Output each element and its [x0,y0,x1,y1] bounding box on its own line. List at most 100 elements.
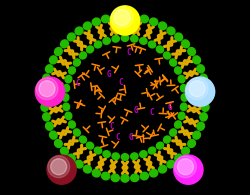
Ellipse shape [130,35,138,42]
Ellipse shape [167,27,175,35]
Ellipse shape [41,103,48,111]
Ellipse shape [131,13,139,21]
Circle shape [189,81,205,97]
Ellipse shape [111,174,119,182]
Ellipse shape [188,139,196,147]
Ellipse shape [65,112,72,120]
Ellipse shape [131,174,139,182]
Circle shape [178,159,194,175]
Ellipse shape [68,67,75,74]
Ellipse shape [121,154,129,160]
Ellipse shape [164,136,170,143]
Circle shape [36,78,58,100]
Ellipse shape [86,46,94,53]
Circle shape [110,6,140,35]
Ellipse shape [94,147,102,154]
Ellipse shape [178,75,185,83]
Circle shape [35,77,64,106]
Ellipse shape [68,154,75,162]
Ellipse shape [74,59,80,66]
Ellipse shape [46,122,53,130]
Ellipse shape [202,103,209,111]
Ellipse shape [174,121,182,128]
Ellipse shape [84,165,92,173]
Ellipse shape [180,84,187,92]
Ellipse shape [86,142,94,149]
Circle shape [114,10,130,26]
Ellipse shape [158,165,166,173]
Ellipse shape [188,48,196,56]
Ellipse shape [54,48,62,56]
Circle shape [47,155,76,184]
Ellipse shape [193,56,200,64]
Ellipse shape [182,40,190,48]
Ellipse shape [62,94,69,101]
Ellipse shape [121,13,129,20]
Ellipse shape [140,15,148,23]
Ellipse shape [40,93,48,102]
Text: C: C [118,78,123,87]
Ellipse shape [150,18,158,26]
Circle shape [186,77,215,106]
Circle shape [39,81,55,97]
Ellipse shape [68,121,75,128]
Ellipse shape [41,84,48,92]
Ellipse shape [156,142,164,149]
Text: G: G [129,133,134,142]
Ellipse shape [140,172,148,180]
Circle shape [48,156,70,178]
Ellipse shape [200,113,207,121]
Text: C: C [75,79,80,88]
Ellipse shape [150,169,158,177]
Ellipse shape [65,75,72,83]
Ellipse shape [140,38,147,44]
Ellipse shape [60,40,68,48]
Text: C: C [126,48,131,57]
Ellipse shape [92,18,100,26]
Ellipse shape [178,112,185,120]
Circle shape [174,156,197,178]
Ellipse shape [92,169,100,177]
Circle shape [186,78,208,100]
Ellipse shape [174,67,182,74]
Ellipse shape [200,74,207,82]
Ellipse shape [170,129,176,136]
Ellipse shape [46,65,53,73]
Ellipse shape [75,160,83,168]
Text: C: C [116,133,120,142]
Circle shape [68,41,182,154]
Text: C: C [149,108,154,117]
Ellipse shape [167,160,175,168]
Ellipse shape [175,154,182,162]
Ellipse shape [197,122,204,130]
Ellipse shape [50,131,57,139]
Ellipse shape [103,151,110,157]
Ellipse shape [50,56,57,64]
Ellipse shape [112,35,120,42]
Ellipse shape [74,129,80,136]
Text: G: G [107,70,112,79]
Ellipse shape [75,27,83,35]
Ellipse shape [180,103,187,111]
Text: C: C [109,122,114,131]
Ellipse shape [130,153,138,160]
Ellipse shape [121,35,129,41]
Text: G: G [133,106,138,115]
Ellipse shape [158,22,166,30]
Ellipse shape [148,41,156,48]
Ellipse shape [193,131,200,139]
Ellipse shape [43,113,50,121]
Text: G: G [168,103,172,112]
Ellipse shape [121,175,129,182]
Ellipse shape [94,41,102,48]
Ellipse shape [197,65,204,73]
Ellipse shape [63,84,70,92]
Ellipse shape [54,139,62,147]
Ellipse shape [148,147,156,154]
Circle shape [174,155,203,184]
Ellipse shape [202,93,210,102]
Ellipse shape [181,94,188,101]
Ellipse shape [112,153,120,160]
Ellipse shape [80,52,86,59]
Ellipse shape [156,46,164,53]
